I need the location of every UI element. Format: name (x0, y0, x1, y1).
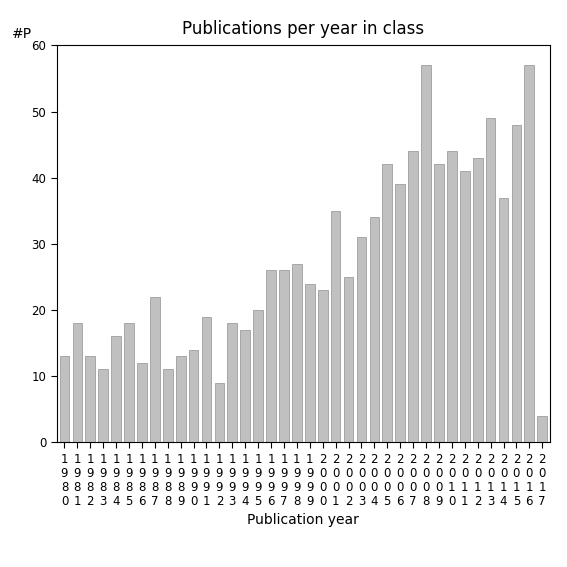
X-axis label: Publication year: Publication year (247, 513, 359, 527)
Bar (137, 363, 147, 442)
Bar (279, 270, 289, 442)
Bar (331, 211, 340, 442)
Bar (434, 164, 444, 442)
Bar (318, 290, 328, 442)
Bar (176, 356, 185, 442)
Bar (305, 284, 315, 442)
Bar (292, 264, 302, 442)
Bar (240, 330, 250, 442)
Bar (498, 197, 509, 442)
Bar (486, 118, 496, 442)
Bar (266, 270, 276, 442)
Bar (460, 171, 469, 442)
Bar (344, 277, 353, 442)
Bar (124, 323, 134, 442)
Bar (150, 297, 160, 442)
Bar (214, 383, 225, 442)
Bar (473, 158, 483, 442)
Bar (395, 184, 405, 442)
Bar (408, 151, 418, 442)
Bar (421, 65, 431, 442)
Bar (382, 164, 392, 442)
Title: Publications per year in class: Publications per year in class (182, 20, 425, 38)
Bar (538, 416, 547, 442)
Bar (227, 323, 237, 442)
Bar (111, 336, 121, 442)
Text: #P: #P (12, 27, 32, 41)
Bar (86, 356, 95, 442)
Bar (98, 370, 108, 442)
Bar (163, 370, 172, 442)
Bar (202, 316, 211, 442)
Bar (60, 356, 69, 442)
Bar (370, 217, 379, 442)
Bar (189, 350, 198, 442)
Bar (253, 310, 263, 442)
Bar (73, 323, 82, 442)
Bar (447, 151, 456, 442)
Bar (357, 237, 366, 442)
Bar (511, 125, 521, 442)
Bar (524, 65, 534, 442)
